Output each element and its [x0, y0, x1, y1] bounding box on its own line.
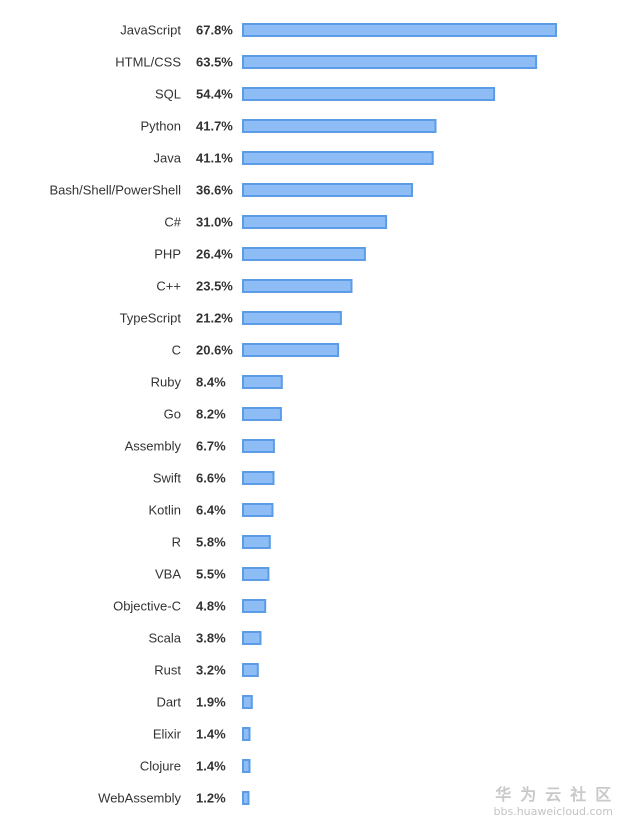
- bar: [242, 503, 274, 517]
- bar: [242, 215, 388, 229]
- value-label: 31.0%: [196, 215, 233, 230]
- bar: [242, 343, 340, 357]
- category-label: Swift: [153, 471, 182, 486]
- bar: [242, 471, 275, 485]
- category-label: C: [172, 343, 181, 358]
- bar: [242, 119, 437, 133]
- value-label: 4.8%: [196, 599, 226, 614]
- value-label: 1.4%: [196, 759, 226, 774]
- category-label: Go: [164, 407, 181, 422]
- category-label: Ruby: [151, 375, 182, 390]
- bar: [242, 759, 251, 773]
- bar: [242, 23, 557, 37]
- category-label: Elixir: [153, 727, 182, 742]
- value-label: 36.6%: [196, 183, 233, 198]
- category-label: C#: [164, 215, 181, 230]
- value-label: 8.2%: [196, 407, 226, 422]
- bar: [242, 599, 267, 613]
- bar: [242, 55, 538, 69]
- value-label: 54.4%: [196, 87, 233, 102]
- bar: [242, 695, 253, 709]
- value-label: 6.4%: [196, 503, 226, 518]
- value-label: 26.4%: [196, 247, 233, 262]
- value-label: 21.2%: [196, 311, 233, 326]
- watermark: 华为云社区 bbs.huaweicloud.com: [494, 785, 613, 818]
- category-label: VBA: [155, 567, 181, 582]
- category-label: Assembly: [125, 439, 182, 454]
- bar: [242, 663, 259, 677]
- category-label: Clojure: [140, 759, 181, 774]
- category-label: JavaScript: [120, 23, 181, 38]
- value-label: 8.4%: [196, 375, 226, 390]
- bar: [242, 247, 366, 261]
- value-label: 63.5%: [196, 55, 233, 70]
- category-label: Kotlin: [148, 503, 181, 518]
- category-label: C++: [156, 279, 181, 294]
- bar: [242, 631, 262, 645]
- value-label: 1.4%: [196, 727, 226, 742]
- bar: [242, 87, 496, 101]
- bar: [242, 535, 271, 549]
- category-label: Python: [141, 119, 181, 134]
- bar: [242, 567, 270, 581]
- value-label: 6.7%: [196, 439, 226, 454]
- category-label: Rust: [154, 663, 181, 678]
- value-label: 3.2%: [196, 663, 226, 678]
- bar: [242, 791, 250, 805]
- bar: [242, 279, 353, 293]
- category-label: HTML/CSS: [115, 55, 181, 70]
- bar: [242, 407, 282, 421]
- category-label: SQL: [155, 87, 181, 102]
- value-label: 67.8%: [196, 23, 233, 38]
- category-label: R: [172, 535, 181, 550]
- value-label: 23.5%: [196, 279, 233, 294]
- category-label: Objective-C: [113, 599, 181, 614]
- value-label: 1.9%: [196, 695, 226, 710]
- value-label: 5.5%: [196, 567, 226, 582]
- category-label: TypeScript: [120, 311, 182, 326]
- watermark-url: bbs.huaweicloud.com: [493, 805, 613, 818]
- category-label: Bash/Shell/PowerShell: [49, 183, 181, 198]
- value-label: 41.7%: [196, 119, 233, 134]
- category-label: Java: [154, 151, 182, 166]
- category-label: PHP: [154, 247, 181, 262]
- bar: [242, 151, 434, 165]
- bar: [242, 375, 283, 389]
- value-label: 3.8%: [196, 631, 226, 646]
- bar: [242, 183, 413, 197]
- watermark-brand: 华为云社区: [495, 785, 621, 804]
- bar: [242, 727, 251, 741]
- bar: [242, 439, 275, 453]
- value-label: 41.1%: [196, 151, 233, 166]
- value-label: 1.2%: [196, 791, 226, 806]
- value-label: 20.6%: [196, 343, 233, 358]
- bar: [242, 311, 342, 325]
- value-label: 6.6%: [196, 471, 226, 486]
- value-label: 5.8%: [196, 535, 226, 550]
- category-label: Dart: [156, 695, 181, 710]
- category-label: WebAssembly: [98, 791, 181, 806]
- category-label: Scala: [148, 631, 181, 646]
